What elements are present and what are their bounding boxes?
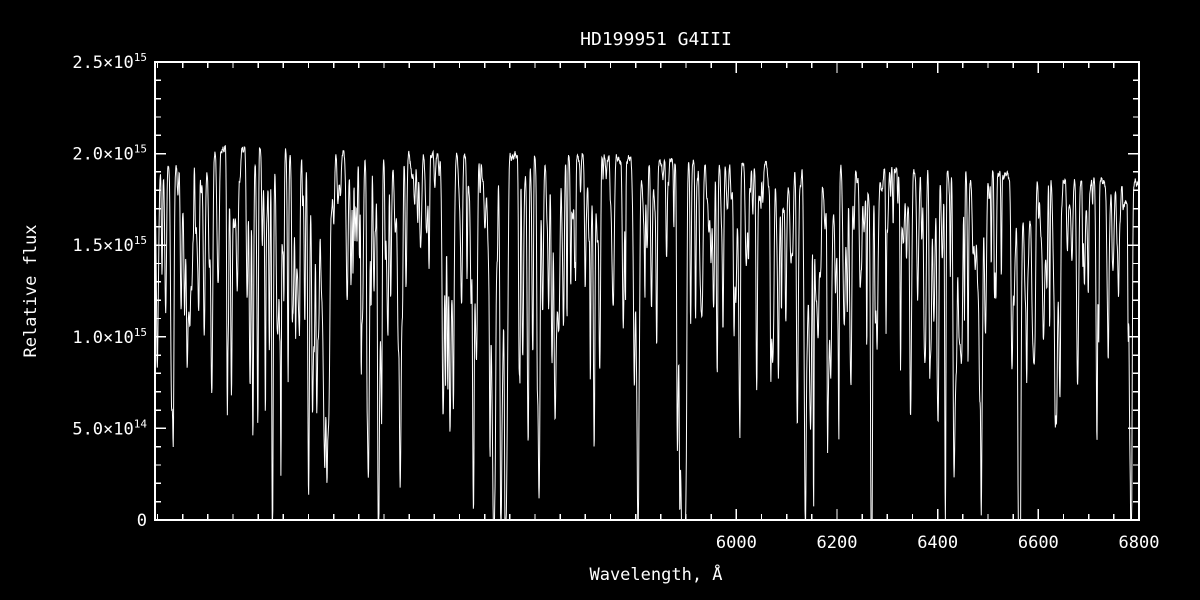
x-tick-label: 6400: [917, 533, 958, 553]
x-axis-label: Wavelength, Å: [589, 563, 722, 585]
x-tick-label: 6200: [817, 533, 858, 553]
y-axis-tick-labels: 0 5.0×1014 1.0×1015 1.5×1015 2.0×1015 2.5×101…: [72, 51, 147, 531]
chart-title: HD199951 G4III: [580, 29, 732, 50]
x-axis-ticks: [156, 62, 1140, 520]
y-tick-label: 2.5×1015: [72, 51, 147, 73]
y-tick-label: 1.0×1015: [72, 326, 147, 348]
x-tick-label: 6000: [716, 533, 757, 553]
y-axis-ticks: [155, 61, 1139, 521]
y-axis-label: Relative flux: [21, 224, 41, 357]
x-tick-label: 6800: [1119, 533, 1160, 553]
y-tick-label: 1.5×1015: [72, 234, 147, 256]
y-tick-label: 2.0×1015: [72, 143, 147, 165]
x-tick-label: 6600: [1018, 533, 1059, 553]
x-axis-tick-labels: 6000 6200 6400 6600 6800: [716, 533, 1160, 553]
y-tick-label: 5.0×1014: [72, 417, 147, 439]
spectrum-trace-group: [155, 145, 1139, 520]
spectrum-line: [155, 145, 1139, 520]
plot-frame: [154, 61, 1140, 521]
y-tick-label: 0: [137, 511, 147, 531]
